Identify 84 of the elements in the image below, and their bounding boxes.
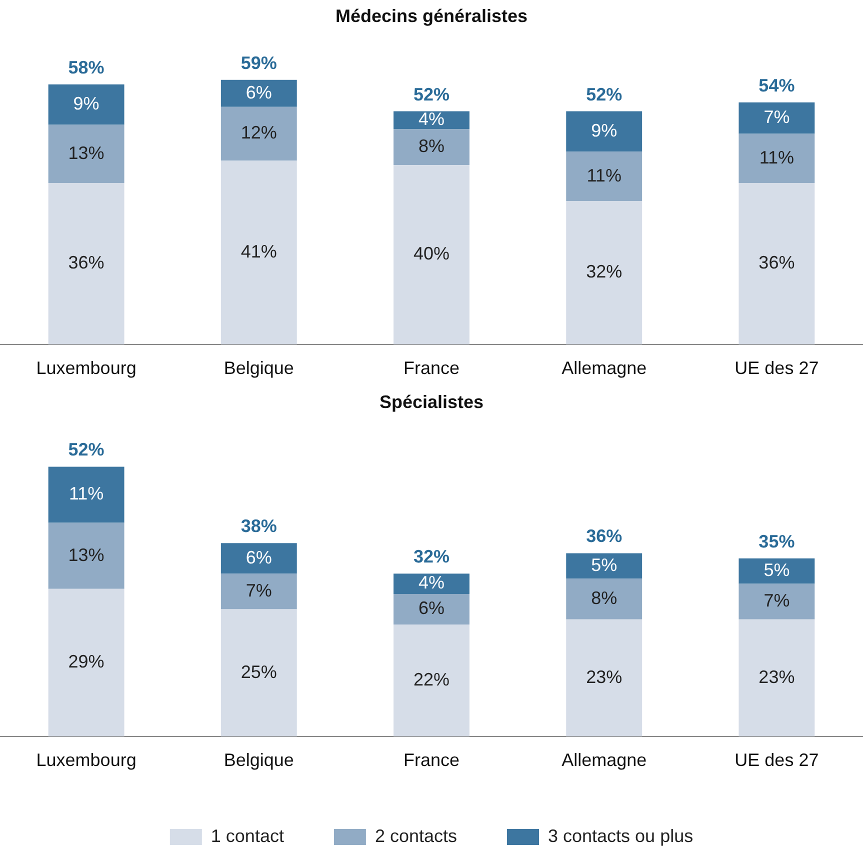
bar [566, 152, 642, 201]
data-label: 29% [68, 652, 104, 672]
bar [394, 574, 470, 594]
data-label: 11% [759, 147, 794, 168]
data-label: 41% [240, 241, 277, 262]
data-label: 7% [246, 580, 272, 600]
total-label: 52% [586, 84, 622, 104]
data-label: 11% [68, 484, 104, 504]
bar [566, 619, 642, 736]
data-label: 40% [413, 244, 450, 264]
data-label: 8% [418, 136, 445, 156]
total-label: 52% [68, 440, 104, 460]
data-label: 22% [413, 669, 450, 690]
total-label: 36% [586, 526, 622, 546]
bar [48, 588, 124, 736]
total-label: 38% [240, 516, 277, 536]
data-label: 25% [240, 662, 277, 682]
bar [738, 619, 815, 736]
x-tick-label: Allemagne [562, 750, 647, 770]
bar [48, 124, 124, 184]
bar [220, 160, 297, 344]
data-label: 6% [418, 598, 445, 618]
data-label: 36% [68, 252, 104, 273]
x-tick-label: UE des 27 [734, 358, 819, 378]
x-tick-label: Luxembourg [36, 750, 136, 770]
data-label: 5% [764, 560, 790, 580]
data-label: 6% [246, 547, 272, 568]
legend-label: 2 contacts [374, 826, 457, 846]
data-label: 13% [68, 544, 104, 565]
bar [738, 134, 815, 184]
bar [48, 183, 124, 344]
x-tick-label: Luxembourg [36, 358, 136, 378]
bar [566, 200, 642, 344]
data-label: 8% [591, 588, 618, 608]
data-label: 7% [764, 590, 790, 611]
data-label: 32% [586, 262, 622, 282]
legend-label: 1 contact [210, 826, 284, 846]
bar [738, 102, 815, 134]
bar [566, 111, 642, 152]
data-label: 4% [418, 109, 445, 130]
bar [738, 584, 815, 620]
bar [738, 183, 815, 344]
data-label: 12% [240, 122, 277, 143]
bar [220, 80, 297, 107]
data-label: 6% [246, 82, 272, 102]
data-label: 23% [586, 666, 622, 687]
bar [220, 574, 297, 610]
data-label: 7% [764, 106, 790, 127]
data-label: 9% [591, 120, 618, 140]
total-label: 52% [413, 84, 450, 104]
bar [48, 84, 124, 125]
bar [394, 624, 470, 736]
x-tick-label: Belgique [224, 750, 294, 770]
bar [394, 594, 470, 624]
total-label: 35% [758, 531, 795, 552]
x-tick-label: Allemagne [562, 358, 647, 378]
data-label: 9% [73, 94, 100, 114]
bar [394, 129, 470, 166]
total-label: 58% [68, 57, 104, 78]
chart-title: Spécialistes [379, 392, 484, 412]
bar [738, 558, 815, 584]
bar [48, 522, 124, 589]
total-label: 59% [240, 52, 277, 73]
total-label: 32% [413, 546, 450, 567]
data-label: 11% [586, 165, 622, 186]
bar [220, 106, 297, 161]
total-label: 54% [758, 75, 795, 96]
legend-label: 3 contacts ou plus [548, 826, 694, 846]
bar [220, 609, 297, 736]
x-tick-label: UE des 27 [734, 750, 819, 770]
data-label: 36% [758, 252, 795, 273]
data-label: 23% [758, 666, 795, 687]
x-tick-label: France [403, 358, 460, 378]
bar [566, 553, 642, 579]
x-tick-label: France [403, 750, 460, 770]
data-label: 5% [591, 554, 618, 575]
data-label: 13% [68, 142, 104, 163]
x-tick-label: Belgique [224, 358, 294, 378]
data-label: 4% [418, 572, 445, 593]
bar [220, 543, 297, 574]
bar [566, 578, 642, 620]
bar [48, 466, 124, 523]
bar [394, 165, 470, 344]
chart-title: Médecins généralistes [335, 6, 528, 26]
